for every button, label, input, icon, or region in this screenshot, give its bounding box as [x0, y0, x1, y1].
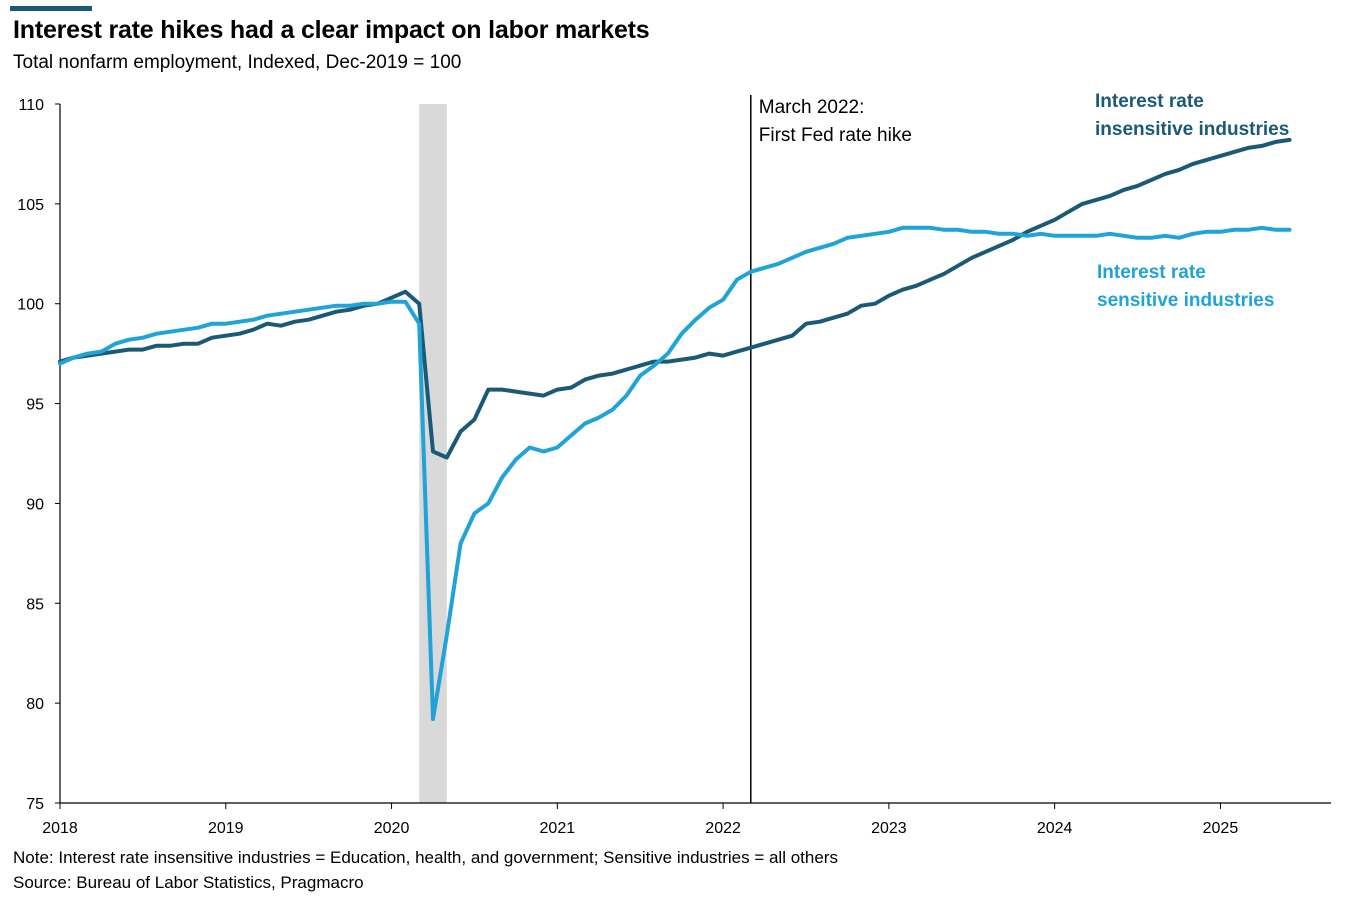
chart-subtitle: Total nonfarm employment, Indexed, Dec-2…: [13, 52, 462, 73]
x-tick-label: 2025: [1203, 820, 1239, 837]
chart-notes: Note: Interest rate insensitive industri…: [13, 845, 838, 895]
series-label-sensitive-line2: sensitive industries: [1097, 290, 1274, 311]
y-tick-label: 100: [17, 297, 44, 314]
x-tick-label: 2021: [540, 820, 576, 837]
y-tick-label: 110: [18, 97, 44, 114]
fed-hike-label-line2: First Fed rate hike: [759, 125, 912, 146]
source-text: Source: Bureau of Labor Statistics, Prag…: [13, 873, 364, 892]
series-line-insensitive: [58, 137, 1292, 460]
label-layer: Interest rate insensitive industries Inter…: [1095, 91, 1289, 311]
series-label-insensitive-line1: Interest rate: [1095, 91, 1204, 112]
series-layer: [58, 137, 1292, 722]
y-tick-label: 105: [17, 197, 44, 214]
x-tick-label: 2020: [374, 820, 410, 837]
x-tick-label: 2019: [208, 820, 244, 837]
x-tick-label: 2018: [42, 820, 78, 837]
axes-layer: 75 80 85 90 95 100 105 110 2018 2019 2020 2021 2022 2…: [17, 97, 1331, 837]
title-accent-bar: [10, 6, 92, 11]
y-tick-label: 80: [26, 696, 44, 713]
series-line-sensitive: [58, 225, 1292, 722]
x-tick-label: 2022: [705, 820, 741, 837]
note-text: Note: Interest rate insensitive industri…: [13, 848, 838, 867]
y-tick-label: 75: [26, 796, 44, 813]
y-tick-label: 85: [26, 596, 44, 613]
y-tick-label: 90: [26, 496, 44, 513]
x-tick-label: 2024: [1037, 820, 1073, 837]
x-tick-label: 2023: [871, 820, 907, 837]
fed-hike-marker-layer: March 2022: First Fed rate hike: [750, 95, 912, 803]
series-label-sensitive-line1: Interest rate: [1097, 262, 1206, 283]
fed-hike-label-line1: March 2022:: [759, 97, 865, 118]
y-tick-label: 95: [26, 397, 44, 414]
series-label-insensitive-line2: insensitive industries: [1095, 119, 1289, 140]
chart-title: Interest rate hikes had a clear impact o…: [13, 16, 650, 44]
